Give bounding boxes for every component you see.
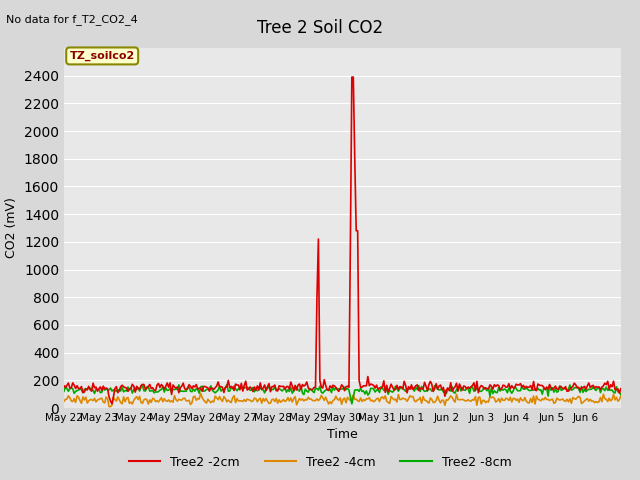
Text: No data for f_T2_CO2_4: No data for f_T2_CO2_4 (6, 14, 138, 25)
Legend: Tree2 -2cm, Tree2 -4cm, Tree2 -8cm: Tree2 -2cm, Tree2 -4cm, Tree2 -8cm (124, 451, 516, 474)
X-axis label: Time: Time (327, 429, 358, 442)
Text: TZ_soilco2: TZ_soilco2 (70, 51, 135, 61)
Text: Tree 2 Soil CO2: Tree 2 Soil CO2 (257, 19, 383, 37)
Y-axis label: CO2 (mV): CO2 (mV) (5, 198, 19, 258)
